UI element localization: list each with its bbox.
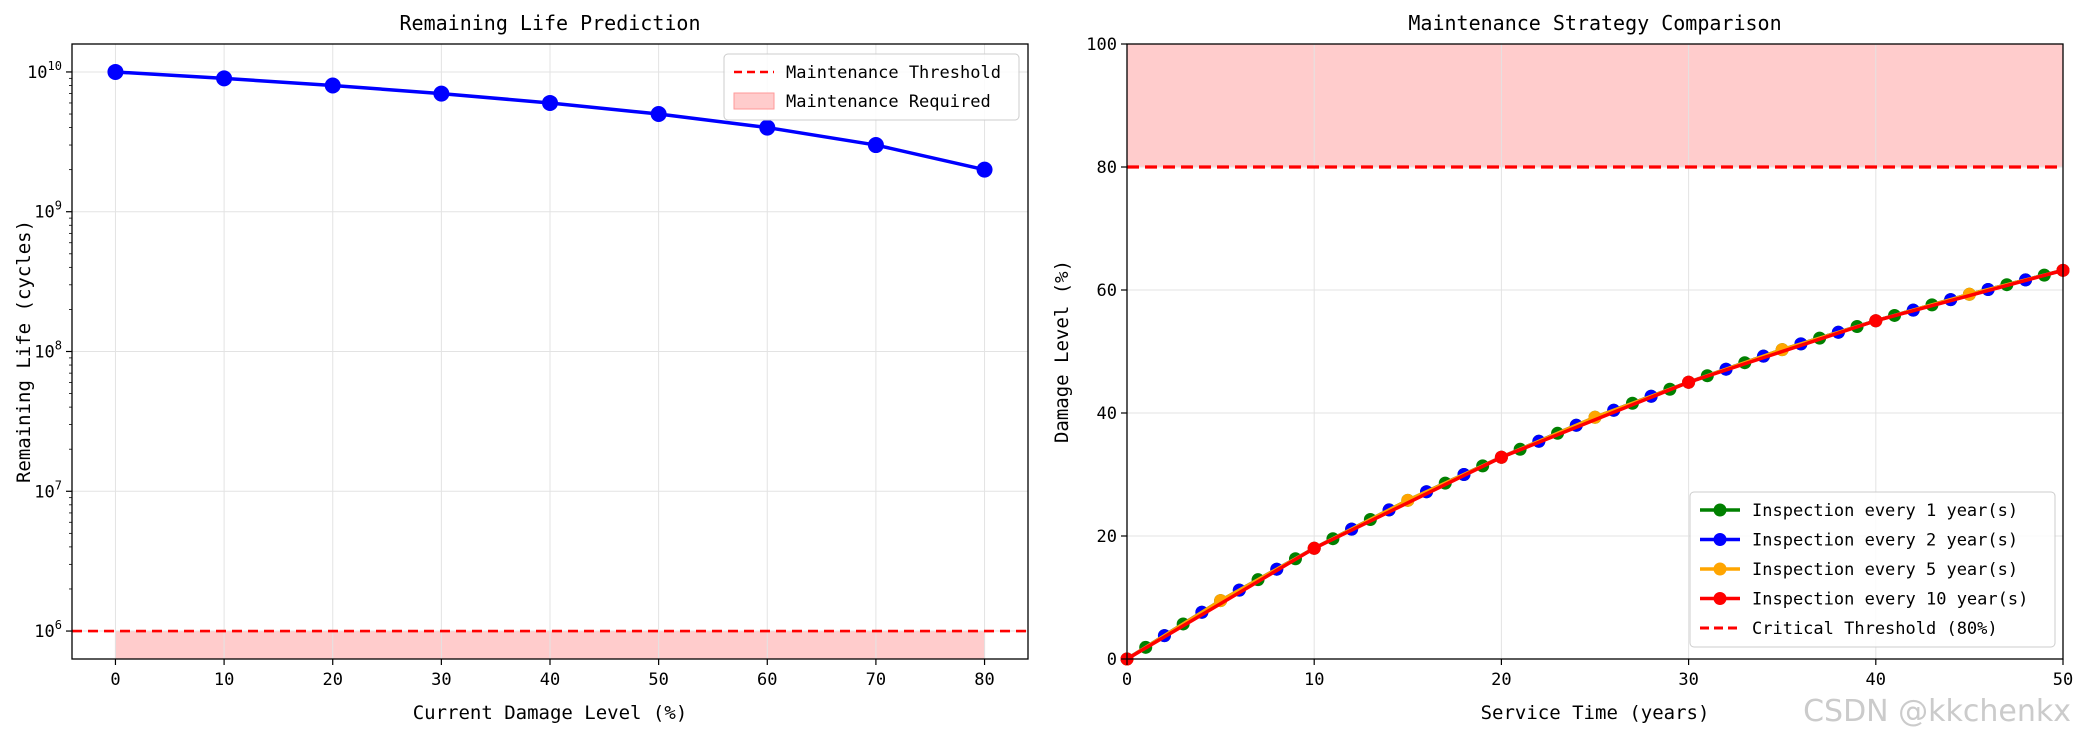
x-tick-label: 30 <box>431 670 451 690</box>
y-tick-label: 107 <box>34 478 62 502</box>
x-tick-label: 20 <box>1491 670 1511 690</box>
legend-marker <box>1713 503 1727 517</box>
y-tick-base: 10 <box>34 622 54 642</box>
y-tick-label: 106 <box>34 618 62 642</box>
legend-label: Maintenance Required <box>786 92 991 112</box>
legend-label: Inspection every 2 year(s) <box>1752 531 2018 551</box>
y-tick-label: 100 <box>1086 35 1117 55</box>
x-tick-label: 20 <box>322 670 342 690</box>
y-tick-exponent: 9 <box>55 199 62 213</box>
x-tick-label: 50 <box>648 670 668 690</box>
y-tick-exponent: 8 <box>55 339 62 353</box>
y-tick-base: 10 <box>34 482 54 502</box>
legend-marker <box>1713 562 1727 576</box>
y-tick-label: 20 <box>1097 527 1117 547</box>
x-tick-label: 80 <box>974 670 994 690</box>
remaining-life-point <box>759 119 776 136</box>
watermark: CSDN @kkchenkx <box>1803 694 2071 729</box>
legend-box <box>723 53 1020 121</box>
chart-maintenance-strategy: 0 10 20 30 40 50 0 20 40 60 80 100 Maintenance Strat… <box>1051 11 2073 724</box>
x-tick-label: 10 <box>1304 670 1324 690</box>
remaining-life-point <box>433 85 450 102</box>
chart-title: Remaining Life Prediction <box>399 11 700 35</box>
y-tick-label: 1010 <box>27 59 62 83</box>
remaining-life-point <box>976 161 993 178</box>
x-tick-label: 50 <box>2053 670 2073 690</box>
strategy-line <box>1126 268 2064 661</box>
y-axis-label: Remaining Life (cycles) <box>13 220 35 483</box>
x-tick-label: 40 <box>540 670 560 690</box>
x-tick-label: 70 <box>866 670 886 690</box>
y-tick-label: 40 <box>1097 404 1117 424</box>
legend-label: Inspection every 10 year(s) <box>1752 590 2028 610</box>
legend-marker <box>1713 533 1727 546</box>
legend-box <box>1689 491 2056 648</box>
legend-marker <box>1713 592 1727 605</box>
y-axis-label: Damage Level (%) <box>1051 260 1073 443</box>
remaining-life-point <box>542 94 558 111</box>
x-tick-label: 10 <box>214 670 234 690</box>
legend-label: Inspection every 1 year(s) <box>1752 501 2018 521</box>
inspection-point <box>1869 314 1883 328</box>
remaining-life-point <box>107 63 124 80</box>
chart-title: Maintenance Strategy Comparison <box>1408 11 1781 35</box>
legend-label: Inspection every 5 year(s) <box>1752 560 2018 580</box>
y-tick-exponent: 7 <box>55 478 62 492</box>
y-tick-label: 109 <box>34 199 62 223</box>
x-tick-label: 0 <box>1122 670 1132 690</box>
y-tick-base: 10 <box>34 203 54 223</box>
y-tick-label: 80 <box>1097 158 1117 178</box>
y-tick-label: 0 <box>1107 650 1117 670</box>
remaining-life-point <box>867 137 884 154</box>
remaining-life-point <box>216 70 233 87</box>
inspection-point <box>1682 375 1696 389</box>
legend-label: Maintenance Threshold <box>786 63 1001 83</box>
y-tick-label: 108 <box>34 339 62 363</box>
y-tick-exponent: 6 <box>55 618 62 632</box>
inspection-point <box>1307 541 1321 555</box>
y-tick-exponent: 10 <box>48 59 62 73</box>
x-tick-label: 40 <box>1866 670 1886 690</box>
inspection-point <box>1494 450 1508 464</box>
chart-remaining-life: 0 10 20 30 40 50 60 70 801061071081091010Remaini… <box>13 11 1029 724</box>
y-tick-base: 10 <box>34 343 54 363</box>
remaining-life-point <box>650 106 667 123</box>
legend-swatch <box>733 92 775 110</box>
x-tick-label: 0 <box>110 670 120 690</box>
y-tick-label: 60 <box>1097 281 1117 301</box>
x-tick-label: 30 <box>1678 670 1698 690</box>
critical-region <box>1127 44 2063 167</box>
x-axis-label: Current Damage Level (%) <box>413 702 688 724</box>
plot-frame <box>1126 43 2064 660</box>
remaining-life-point <box>324 77 341 94</box>
x-tick-label: 60 <box>757 670 777 690</box>
legend-label: Critical Threshold (80%) <box>1752 619 1998 639</box>
x-axis-label: Service Time (years) <box>1481 702 1710 724</box>
y-tick-base: 10 <box>27 63 47 83</box>
